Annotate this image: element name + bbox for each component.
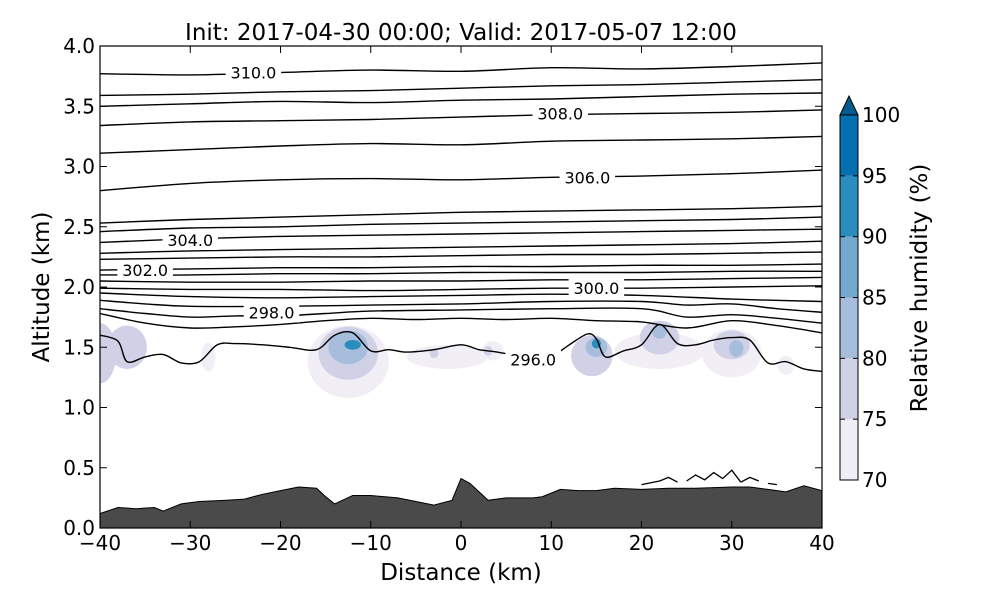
contour-line (100, 79, 822, 97)
contour-line (100, 323, 822, 373)
contour-label-background (225, 62, 282, 83)
colorbar-tick-label: 100 (862, 103, 900, 127)
terrain-shape (100, 477, 822, 528)
rh-patch (591, 338, 601, 349)
contour-label: 304.0 (167, 231, 213, 250)
contour-line (100, 312, 822, 334)
contour-line (100, 135, 822, 154)
x-tick-label: −40 (79, 531, 121, 555)
x-tick-label: 0 (455, 531, 468, 555)
rh-patch (344, 340, 361, 350)
contour-label: 300.0 (573, 279, 619, 298)
y-tick-label: 0.0 (63, 516, 95, 540)
contour-label-background (505, 349, 561, 370)
contour-labels: 310.0 308.0 306.0 304.0 302.0 300.0 298.0 296.0 (117, 62, 625, 370)
rh-patch (429, 348, 439, 359)
rh-patch (201, 342, 216, 372)
contour-label-background (532, 103, 589, 124)
colorbar-segment (840, 115, 858, 176)
contour-line (100, 169, 822, 192)
contour-fragment (740, 476, 760, 483)
x-tick-label: −10 (350, 531, 392, 555)
y-tick-label: 2.5 (63, 215, 95, 239)
contour-line (100, 285, 822, 292)
chart-title: Init: 2017-04-30 00:00; Valid: 2017-05-0… (185, 20, 737, 46)
contour-fragment (767, 482, 777, 486)
contour-line (100, 276, 822, 284)
colorbar-extend-arrow (839, 94, 859, 116)
contour-label-background (117, 260, 173, 281)
contour-line (100, 263, 822, 271)
colorbar-segment (840, 358, 858, 420)
y-tick-label: 0.5 (63, 456, 95, 480)
rh-patch (777, 355, 795, 375)
colorbar-segment (840, 419, 858, 480)
x-tick-label: −30 (169, 531, 211, 555)
contour-label-background (162, 230, 218, 251)
y-tick-label: 4.0 (63, 34, 95, 58)
x-axis-label: Distance (km) (380, 560, 542, 586)
contour-fragment (686, 469, 742, 483)
plot-area (100, 46, 822, 528)
y-axis-label: Altitude (km) (29, 212, 55, 363)
colorbar-tick-label: 80 (862, 346, 887, 370)
contour-label: 302.0 (122, 261, 168, 280)
colorbar-tick-label: 70 (862, 468, 887, 492)
colorbar-tick-label: 85 (862, 286, 887, 310)
x-tick-label: 20 (629, 531, 654, 555)
x-tick-label: −20 (259, 531, 301, 555)
y-tick-label: 1.0 (63, 396, 95, 420)
terrain (100, 477, 822, 528)
colorbar-tick-label: 75 (862, 407, 887, 431)
contour-line (100, 270, 822, 276)
contour-label: 308.0 (537, 104, 583, 123)
rh-patch (652, 324, 667, 339)
contour-line (100, 240, 822, 254)
colorbar-segment (840, 236, 858, 298)
contour-line (100, 62, 822, 76)
contour-label-background (559, 167, 616, 188)
contour-label: 306.0 (564, 168, 610, 187)
contour-label-background (243, 302, 300, 323)
x-tick-label: 40 (809, 531, 834, 555)
colorbar-segment (840, 297, 858, 359)
x-tick-label: 10 (539, 531, 564, 555)
y-tick-label: 1.5 (63, 335, 95, 359)
rh-patch (729, 340, 744, 357)
contour-line (100, 109, 822, 127)
contour-line (100, 292, 822, 303)
colorbar: 70 75 80 85 90 95 100 (839, 94, 900, 492)
contour-label: 298.0 (249, 303, 295, 322)
colorbar-tick-label: 95 (862, 164, 887, 188)
x-tick-label: 30 (719, 531, 744, 555)
y-tick-label: 2.0 (63, 275, 95, 299)
y-tick-label: 3.5 (63, 94, 95, 118)
relative-humidity-fill (100, 320, 795, 398)
colorbar-label: Relative humidity (%) (907, 164, 933, 413)
y-axis: 0.0 0.5 1.0 1.5 2.0 2.5 3.0 3.5 4.0 (63, 34, 822, 540)
contour-label: 296.0 (510, 350, 556, 369)
contour-line (100, 205, 822, 224)
contour-line (100, 307, 822, 324)
x-axis: −40 −30 −20 −10 0 10 20 30 40 (79, 46, 835, 555)
contour-label: 310.0 (231, 64, 277, 83)
colorbar-segment (840, 175, 858, 237)
contour-line (100, 92, 822, 107)
y-tick-label: 3.0 (63, 155, 95, 179)
contour-label-background (568, 278, 625, 299)
contour-line (100, 299, 822, 313)
contour-fragment (641, 476, 678, 486)
rh-patch (107, 325, 147, 369)
potential-temperature-contours (100, 62, 822, 486)
colorbar-tick-label: 90 (862, 225, 887, 249)
contour-line (100, 251, 822, 260)
contour-line (100, 216, 822, 233)
